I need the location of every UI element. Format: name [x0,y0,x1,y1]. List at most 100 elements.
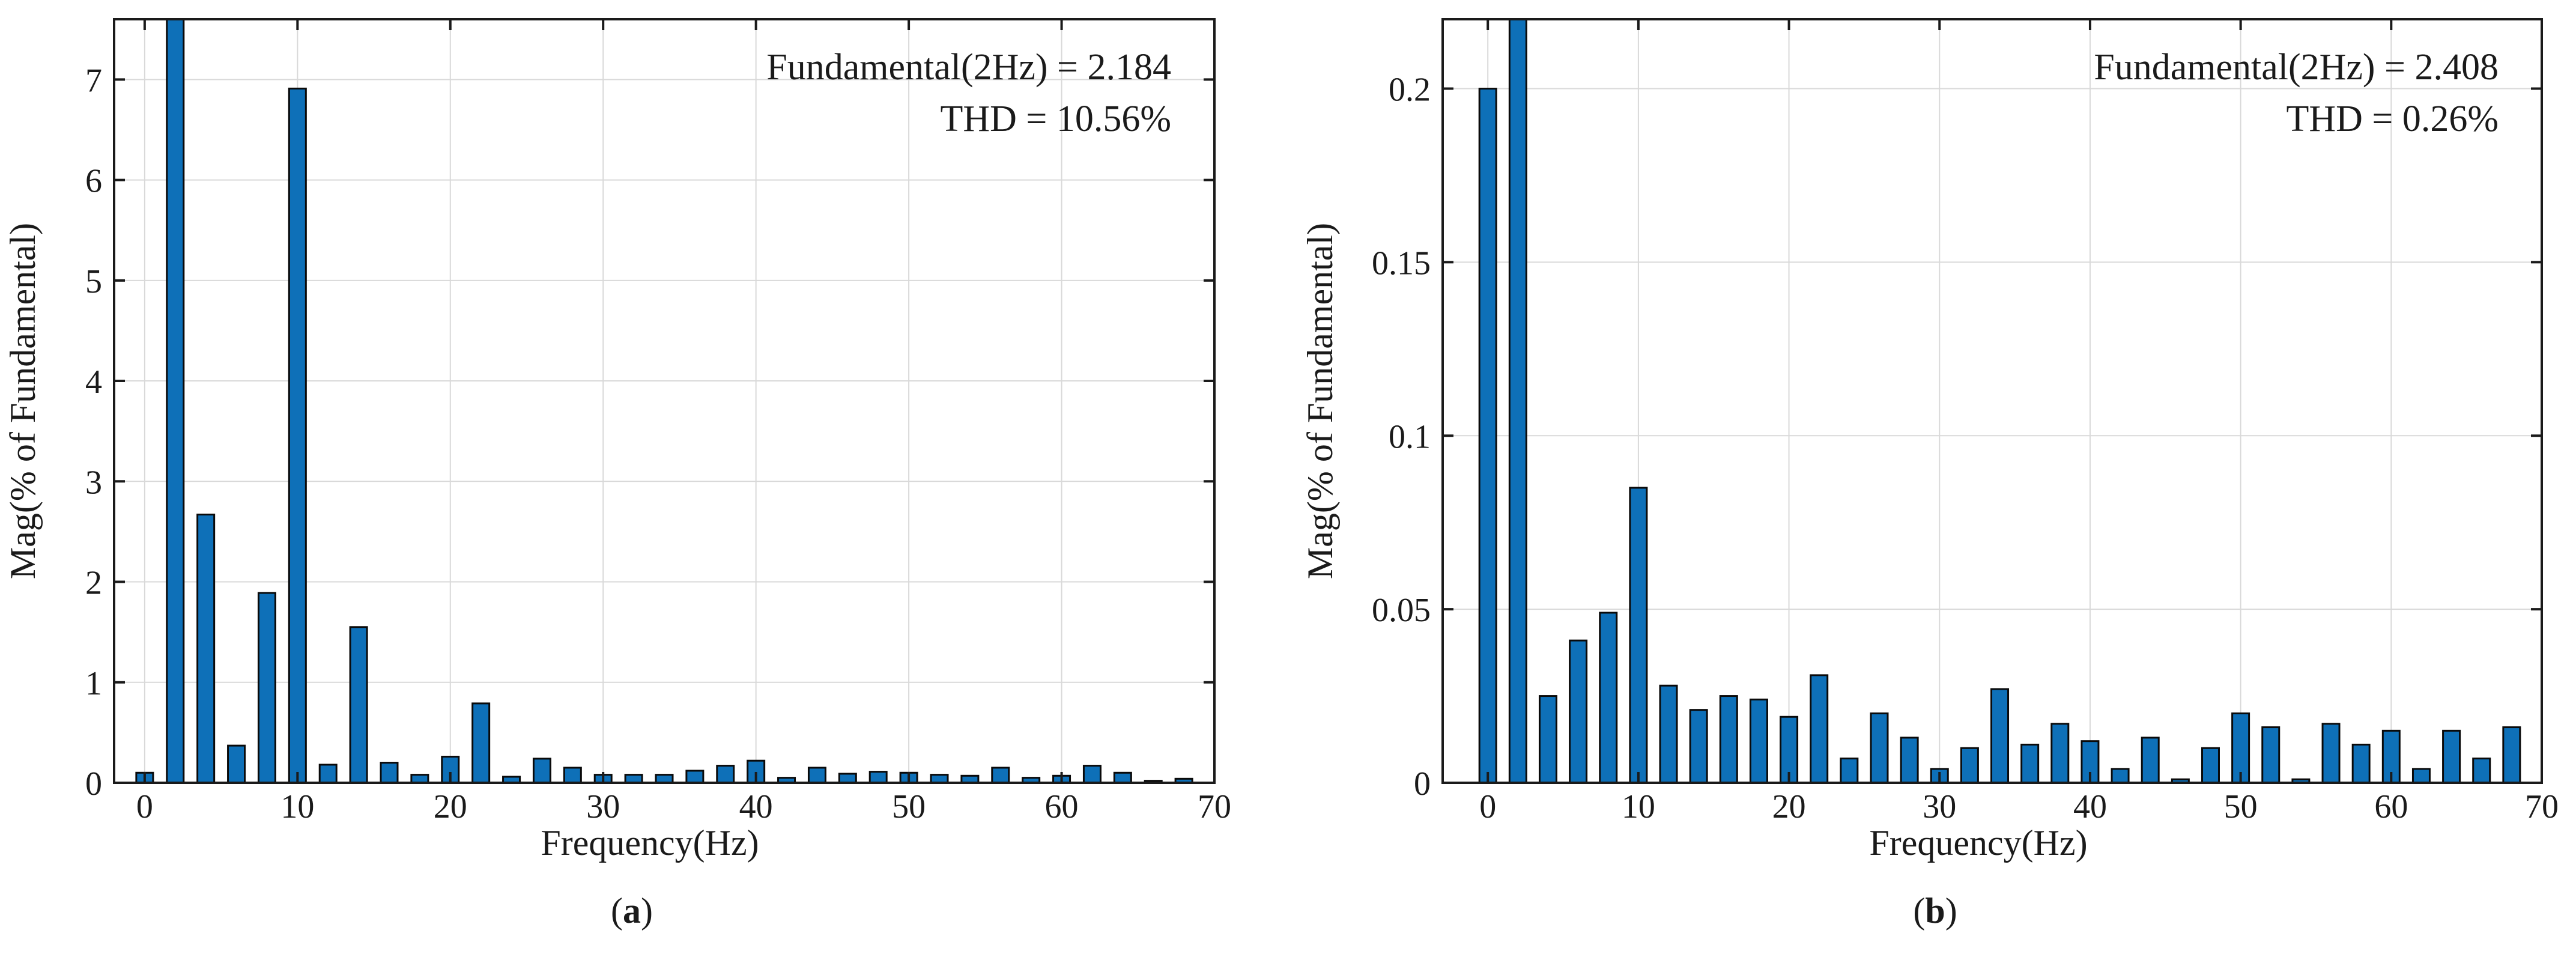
chart-a-bar [166,18,185,784]
chart-a-ytick-label: 1 [85,665,102,702]
chart-b-ytick-label: 0 [1414,765,1431,803]
chart-a-ytick-label: 0 [85,765,102,803]
chart-b-bar [1900,737,1919,784]
chart-a-bar [380,762,399,784]
chart-b-bar [2351,743,2371,784]
chart-a-bar [685,770,705,784]
chart-a-bar [471,702,491,784]
chart-b-bar [1960,747,1979,784]
chart-b-bar [2502,726,2521,784]
chart-b-bar [2050,723,2070,784]
panel-label-a: (a) [611,891,653,931]
chart-b-bar [1719,695,1738,784]
chart-a-bar [196,513,216,784]
chart-a-annotation: THD = 10.56% [940,99,1171,139]
chart-b-annotation: THD = 0.26% [2286,99,2499,139]
chart-a-ytick-label: 4 [85,363,102,401]
chart-b-bar [1870,712,1889,784]
chart-b-bar [1780,716,1799,784]
chart-b-xtick-label: 70 [2525,788,2559,825]
chart-b-bar [2141,737,2160,784]
chart-a-xtick-label: 0 [136,788,153,825]
chart-b-bar [2111,768,2130,784]
chart-b-ytick-label: 0.15 [1372,245,1431,282]
chart-b-xtick-label: 20 [1772,788,1806,825]
chart-b-annotation: Fundamental(2Hz) = 2.408 [2094,47,2499,88]
chart-a-ytick-label: 2 [85,565,102,602]
chart-b-bar [2201,747,2220,784]
chart-a-ytick-label: 5 [85,263,102,300]
chart-a-bar [930,774,949,784]
chart-b-bar [1990,688,2010,784]
chart-a-ylabel: Mag(% of Fundamental) [3,223,43,579]
chart-b: 0 10 20 30 40 50 60 70 0 0.05 0.1 0.15 0.2 Frequency(… [1300,18,2559,863]
chart-a-bar [257,592,276,784]
chart-b-bar [1749,698,1768,784]
chart-b-bar [2442,729,2461,784]
chart-b-xtick-label: 10 [1622,788,1655,825]
paren-close-b: ) [1945,891,1957,931]
chart-a-bar [838,773,857,784]
chart-a-ytick-label: 3 [85,464,102,501]
chart-a-xtick-label: 60 [1045,788,1079,825]
chart-a-xtick-label: 10 [280,788,314,825]
panel-label-b-letter: b [1925,891,1945,931]
chart-a-xlabel: Frequency(Hz) [541,823,759,863]
chart-b-bar [2020,743,2040,784]
chart-b-bar [1810,674,1829,784]
chart-a-bar [288,87,307,784]
chart-b-xtick-label: 40 [2073,788,2107,825]
chart-a-bar [716,765,735,784]
chart-a-bar [624,774,643,784]
chart-a-xtick-label: 20 [434,788,467,825]
chart-b-xtick-label: 30 [1923,788,1956,825]
chart-b-bar [2411,768,2431,784]
chart-a-xtick-label: 40 [739,788,773,825]
chart-a-bar [807,767,826,784]
chart-a-bar [563,767,582,784]
chart-a-ytick-label: 6 [85,163,102,200]
chart-b-bar [1599,612,1618,784]
chart-b-bar [1508,18,1527,784]
chart-a-bar [318,764,338,784]
chart-b-bar [1840,758,1859,784]
chart-b-bar [1478,88,1497,784]
chart-a-axes-frame [113,18,1216,784]
chart-a-xtick-label: 50 [892,788,926,825]
chart-b-xlabel: Frequency(Hz) [1869,823,2087,863]
paren-close-a: ) [641,891,653,931]
chart-a-bar [1113,771,1132,784]
chart-a-bar [410,774,429,784]
chart-a-annotation: Fundamental(2Hz) = 2.184 [766,47,1171,88]
chart-a-bar [349,626,368,784]
chart-b-ylabel: Mag(% of Fundamental) [1300,223,1340,579]
chart-a: 0 10 20 30 40 50 60 70 0 1 2 3 4 5 6 7 Frequency(Hz) Mag(… [3,18,1231,863]
chart-b-bar [1659,684,1678,784]
chart-b-bar [1569,639,1588,784]
chart-b-ytick-label: 0.2 [1389,71,1431,109]
chart-a-xtick-label: 70 [1198,788,1231,825]
chart-a-bar [1082,765,1102,784]
chart-a-bar [991,767,1010,784]
chart-a-bar [868,771,888,784]
chart-b-bar [2231,712,2250,784]
chart-a-bar [655,774,674,784]
chart-b-bar [2472,758,2491,784]
chart-a-ytick-label: 7 [85,62,102,99]
chart-b-axes-frame [1441,18,2543,784]
chart-b-bar [2321,723,2341,784]
panel-label-b: (b) [1913,891,1957,931]
chart-b-bar [1629,487,1648,784]
chart-b-xtick-label: 60 [2374,788,2408,825]
chart-b-xtick-label: 50 [2224,788,2258,825]
chart-b-ytick-label: 0.1 [1389,418,1431,455]
chart-a-xtick-label: 30 [586,788,620,825]
chart-a-bar [227,744,246,784]
paren-open-a: ( [611,891,623,931]
chart-b-bar [2261,726,2281,784]
chart-b-ytick-label: 0.05 [1372,592,1431,629]
panel-label-a-letter: a [623,891,641,931]
chart-b-bar [1689,709,1708,784]
chart-b-bar [1538,695,1557,784]
